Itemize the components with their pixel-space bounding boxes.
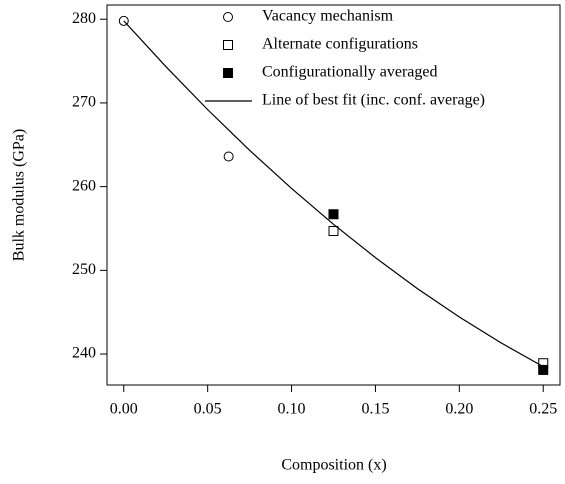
- x-tick-label: 0.15: [361, 401, 389, 418]
- point: [328, 209, 339, 220]
- legend-label: Configurationally averaged: [262, 64, 438, 81]
- legend-marker: [223, 68, 233, 78]
- y-tick-label: 270: [72, 94, 96, 111]
- x-tick-label: 0.25: [529, 401, 557, 418]
- x-tick-label: 0.10: [278, 401, 306, 418]
- legend-marker: [223, 12, 233, 22]
- legend-label: Vacancy mechanism: [262, 8, 394, 25]
- point: [538, 364, 549, 375]
- y-tick-label: 250: [72, 261, 96, 278]
- y-tick-label: 240: [72, 345, 96, 362]
- plot-frame: [106, 4, 561, 386]
- point: [223, 151, 234, 162]
- fit-line: [123, 20, 544, 368]
- x-tick-label: 0.05: [194, 401, 222, 418]
- legend-label: Line of best fit (inc. conf. average): [262, 92, 485, 109]
- y-tick-label: 280: [72, 10, 96, 27]
- y-tick-label: 260: [72, 177, 96, 194]
- legend-label: Alternate configurations: [262, 36, 418, 53]
- x-tick-label: 0.20: [445, 401, 473, 418]
- legend-marker: [223, 40, 233, 50]
- x-axis-label: Composition (x): [281, 457, 386, 474]
- y-axis-label: Bulk modulus (GPa): [11, 129, 28, 261]
- point: [328, 225, 339, 236]
- x-tick-label: 0.00: [110, 401, 138, 418]
